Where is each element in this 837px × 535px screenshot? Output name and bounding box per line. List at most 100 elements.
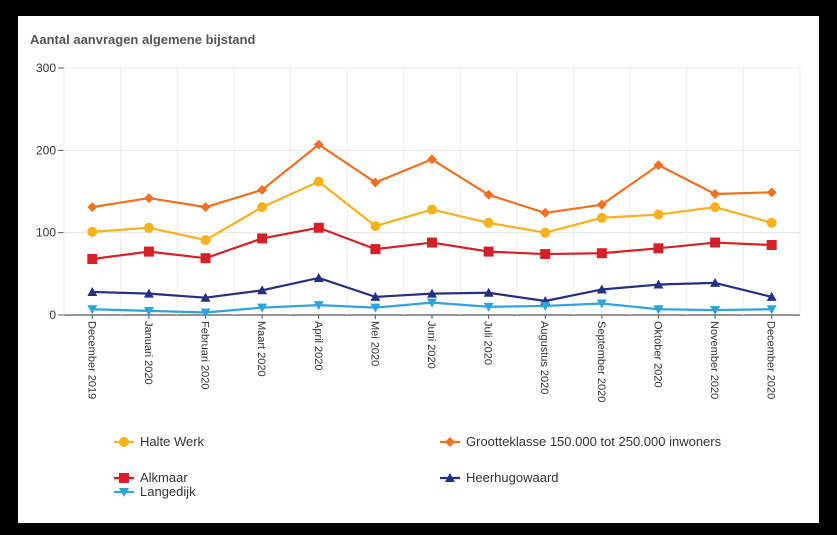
- data-point: [710, 188, 721, 199]
- data-point: [200, 235, 211, 246]
- data-point: [257, 303, 268, 313]
- legend-item[interactable]: Heerhugowaard: [438, 470, 559, 486]
- data-point: [766, 217, 777, 228]
- data-point: [143, 193, 154, 204]
- x-tick-label: Juni 2020: [425, 321, 437, 369]
- data-point: [483, 287, 494, 297]
- legend-label: Alkmaar: [140, 470, 188, 485]
- data-point: [483, 189, 494, 200]
- data-point: [143, 246, 154, 257]
- data-point: [313, 139, 324, 150]
- x-tick-label: Januari 2020: [142, 321, 154, 385]
- data-point: [427, 288, 437, 298]
- x-tick-label: Oktober 2020: [651, 321, 663, 388]
- legend-item[interactable]: Langedijk: [112, 484, 196, 500]
- data-point: [483, 217, 494, 228]
- data-point: [540, 207, 551, 218]
- data-point: [427, 204, 437, 215]
- data-point: [596, 199, 607, 210]
- data-point: [257, 285, 268, 295]
- data-point: [596, 284, 607, 294]
- x-tick-label: December 2020: [765, 321, 777, 399]
- data-point: [653, 305, 664, 315]
- data-point: [200, 202, 211, 213]
- data-point: [370, 221, 381, 232]
- chart-legend: Halte Werk Grootteklasse 150.000 tot 250.…: [18, 16, 819, 523]
- data-point: [313, 176, 324, 187]
- data-point: [766, 305, 777, 315]
- data-point: [257, 233, 268, 244]
- legend-label: Langedijk: [140, 484, 196, 499]
- data-point: [653, 279, 664, 289]
- data-point: [710, 277, 721, 287]
- data-point: [540, 301, 551, 311]
- data-point: [483, 246, 494, 257]
- data-point: [143, 306, 154, 316]
- data-point: [87, 254, 98, 265]
- data-point: [370, 244, 381, 255]
- data-point: [766, 240, 777, 251]
- x-tick-label: April 2020: [312, 321, 324, 371]
- data-point: [653, 160, 664, 171]
- y-tick-label: 200: [36, 143, 56, 157]
- x-tick-label: Mei 2020: [368, 321, 380, 366]
- data-point: [313, 301, 324, 311]
- data-point: [483, 302, 494, 312]
- data-point: [653, 209, 664, 220]
- data-point: [710, 306, 721, 316]
- data-point: [200, 308, 211, 318]
- data-point: [87, 226, 98, 237]
- data-point: [427, 298, 437, 308]
- legend-symbol: [112, 434, 140, 450]
- x-tick-label: December 2019: [85, 321, 97, 399]
- data-point: [200, 292, 211, 302]
- data-point: [540, 227, 551, 238]
- data-point: [653, 243, 664, 254]
- legend-label: Halte Werk: [140, 434, 205, 449]
- legend-symbol: [112, 470, 140, 486]
- legend-label: Heerhugowaard: [466, 470, 559, 485]
- legend-symbol: [438, 434, 466, 450]
- data-point: [596, 212, 607, 223]
- x-tick-label: Augustus 2020: [538, 321, 550, 394]
- data-point: [257, 202, 268, 213]
- y-tick-label: 100: [36, 226, 56, 240]
- x-tick-label: Juli 2020: [482, 321, 494, 365]
- data-point: [87, 286, 98, 296]
- data-point: [710, 202, 721, 213]
- data-point: [710, 237, 721, 248]
- legend-item[interactable]: Alkmaar: [112, 470, 188, 486]
- y-tick-label: 300: [36, 61, 56, 75]
- y-tick-label: 0: [49, 308, 56, 322]
- legend-item[interactable]: Halte Werk: [112, 434, 204, 450]
- data-point: [596, 248, 607, 259]
- legend-symbol: [438, 470, 466, 486]
- data-point: [370, 303, 381, 313]
- data-point: [427, 237, 437, 248]
- chart-title: Aantal aanvragen algemene bijstand: [30, 32, 256, 47]
- data-point: [143, 288, 154, 298]
- data-point: [427, 154, 437, 165]
- data-point: [766, 187, 777, 198]
- x-tick-label: September 2020: [595, 321, 607, 402]
- legend-item[interactable]: Grootteklasse 150.000 tot 250.000 inwone…: [438, 434, 721, 450]
- data-point: [313, 272, 324, 282]
- data-point: [143, 222, 154, 233]
- data-point: [257, 184, 268, 195]
- line-chart: 0 100 200 300 December 2019 Januari 2020 Febru…: [36, 61, 801, 402]
- data-point: [313, 222, 324, 233]
- data-point: [200, 253, 211, 264]
- data-point: [87, 305, 98, 315]
- legend-label: Grootteklasse 150.000 tot 250.000 inwone…: [466, 434, 722, 449]
- x-tick-label: November 2020: [708, 321, 720, 399]
- data-point: [766, 291, 777, 301]
- data-point: [370, 177, 381, 188]
- x-tick-label: Maart 2020: [255, 321, 267, 377]
- chart-panel: Aantal aanvragen algemene bijstand 0 100 2…: [18, 16, 819, 523]
- data-point: [370, 291, 381, 301]
- data-point: [87, 202, 98, 213]
- legend-symbol: [112, 484, 140, 500]
- data-point: [540, 249, 551, 260]
- data-point: [596, 299, 607, 309]
- x-tick-label: Februari 2020: [199, 321, 211, 390]
